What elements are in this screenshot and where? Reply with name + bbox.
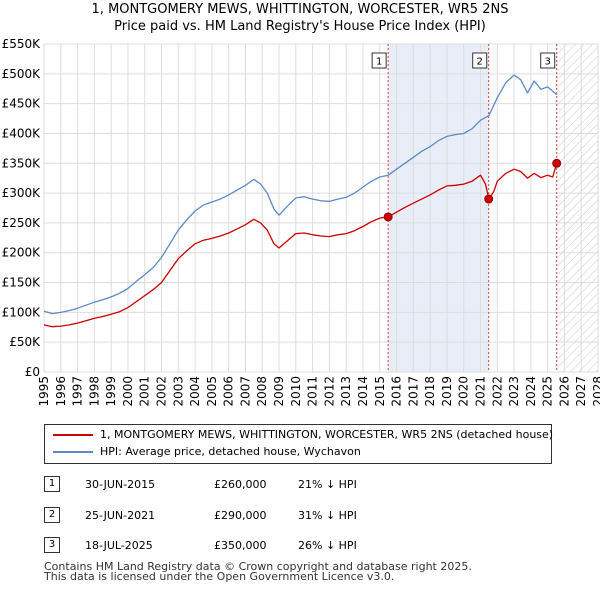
x-tick-label: 1995 xyxy=(37,376,51,407)
x-tick-label: 2014 xyxy=(356,376,370,407)
sale-flag-box xyxy=(371,52,387,69)
licence-notice: This data is licensed under the Open Gov… xyxy=(44,570,395,583)
y-tick-label: £450K xyxy=(2,97,42,111)
x-tick-label: 1998 xyxy=(87,376,101,407)
legend-item-hpi: HPI: Average price, detached house, Wych… xyxy=(45,444,545,460)
legend-item-property: 1, MONTGOMERY MEWS, WHITTINGTON, WORCEST… xyxy=(45,427,553,443)
x-tick-label: 2021 xyxy=(473,376,487,407)
sale-flag-label: 3 xyxy=(545,57,551,68)
hpi-line xyxy=(43,74,558,315)
sale-row: 3 18-JUL-2025 £350,000 26% ↓ HPI xyxy=(0,535,600,555)
chart-subtitle: Price paid vs. HM Land Registry's House … xyxy=(114,19,486,34)
x-tick-label: 2018 xyxy=(423,376,437,407)
y-tick-label: £550K xyxy=(2,37,42,51)
y-tick-label: £100K xyxy=(2,305,42,319)
sale-flag-label: 1 xyxy=(376,57,382,68)
y-tick-label: £250K xyxy=(2,216,42,230)
x-tick-label: 2005 xyxy=(205,376,219,407)
x-tick-label: 2013 xyxy=(339,376,353,407)
x-tick-label: 2008 xyxy=(255,376,269,407)
legend: 1, MONTGOMERY MEWS, WHITTINGTON, WORCEST… xyxy=(44,424,553,464)
x-tick-label: 2012 xyxy=(322,376,336,407)
sale-date: 30-JUN-2015 xyxy=(85,478,156,491)
x-tick-label: 2001 xyxy=(138,376,152,407)
legend-label-hpi: HPI: Average price, detached house, Wych… xyxy=(100,445,361,458)
x-tick-label: 2025 xyxy=(541,376,555,407)
legend-swatch-property xyxy=(53,434,93,436)
plot-area xyxy=(44,44,598,372)
x-tick-label: 1997 xyxy=(71,376,85,407)
sale-point xyxy=(484,194,494,204)
y-tick-label: £200K xyxy=(2,246,42,260)
chart-title: 1, MONTGOMERY MEWS, WHITTINGTON, WORCEST… xyxy=(91,2,509,17)
sale-price: £350,000 xyxy=(214,539,267,552)
x-tick-label: 2003 xyxy=(171,376,185,407)
sale-price: £290,000 xyxy=(214,509,267,522)
x-tick-label: 2026 xyxy=(557,376,571,407)
sale-number-badge: 3 xyxy=(44,537,60,553)
future-hatch xyxy=(556,44,598,372)
sale-date: 18-JUL-2025 xyxy=(85,539,153,552)
x-tick-label: 2006 xyxy=(222,376,236,407)
sale-flag-box xyxy=(472,52,488,69)
sale-hpi-diff: 21% ↓ HPI xyxy=(298,478,357,491)
x-tick-label: 2010 xyxy=(289,376,303,407)
x-tick-label: 2011 xyxy=(306,376,320,407)
x-tick-label: 1999 xyxy=(104,376,118,407)
x-tick-label: 2007 xyxy=(238,376,252,407)
sale-number-badge: 2 xyxy=(44,507,60,523)
x-tick-label: 2024 xyxy=(524,376,538,407)
sale-date: 25-JUN-2021 xyxy=(85,509,156,522)
y-tick-label: £350K xyxy=(2,156,42,170)
x-tick-label: 2000 xyxy=(121,376,135,407)
y-tick-label: £50K xyxy=(9,335,41,349)
x-tick-label: 2016 xyxy=(390,376,404,407)
x-tick-label: 2019 xyxy=(440,376,454,407)
sale-point xyxy=(383,212,393,222)
x-tick-label: 2009 xyxy=(272,376,286,407)
sale-flag-box xyxy=(540,52,556,69)
x-tick-label: 2020 xyxy=(457,376,471,407)
x-tick-label: 2017 xyxy=(406,376,420,407)
x-tick-label: 2015 xyxy=(373,376,387,407)
x-tick-label: 1996 xyxy=(54,376,68,407)
x-tick-label: 2004 xyxy=(188,376,202,407)
y-tick-label: £400K xyxy=(2,126,42,140)
sale-hpi-diff: 31% ↓ HPI xyxy=(298,509,357,522)
x-tick-label: 2023 xyxy=(507,376,521,407)
y-tick-label: £0 xyxy=(25,365,40,379)
x-tick-label: 2022 xyxy=(490,376,504,407)
legend-label-property: 1, MONTGOMERY MEWS, WHITTINGTON, WORCEST… xyxy=(100,428,554,441)
sale-flag-label: 2 xyxy=(477,57,483,68)
sale-row: 2 25-JUN-2021 £290,000 31% ↓ HPI xyxy=(0,505,600,525)
sale-row: 1 30-JUN-2015 £260,000 21% ↓ HPI xyxy=(0,474,600,494)
sale-point xyxy=(552,158,562,168)
y-tick-label: £150K xyxy=(2,276,42,290)
x-tick-label: 2002 xyxy=(155,376,169,407)
copyright-notice: Contains HM Land Registry data © Crown c… xyxy=(44,560,472,573)
legend-swatch-hpi xyxy=(53,451,93,453)
sale-number-badge: 1 xyxy=(44,476,60,492)
sale-hpi-diff: 26% ↓ HPI xyxy=(298,539,357,552)
y-tick-label: £300K xyxy=(2,186,42,200)
y-tick-label: £500K xyxy=(2,67,42,81)
x-tick-label: 2028 xyxy=(591,376,600,407)
price-chart: 1 2 3 £0 £50K £100K £150K £200K £250K £300K £350K… xyxy=(2,37,600,407)
x-tick-label: 2027 xyxy=(574,376,588,407)
sale-price: £260,000 xyxy=(214,478,267,491)
